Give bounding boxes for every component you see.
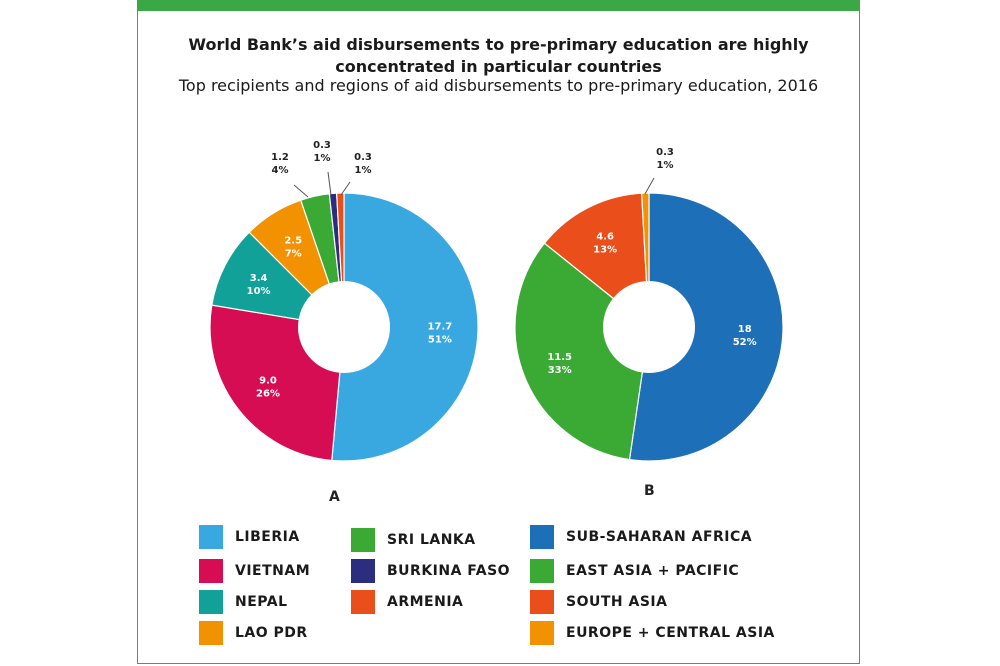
legend-swatch xyxy=(199,621,223,645)
legend-label: LIBERIA xyxy=(235,529,300,545)
chart-a-label: A xyxy=(329,489,340,505)
chart-title: World Bank’s aid disbursements to pre-pr… xyxy=(188,35,809,76)
legend-swatch xyxy=(530,621,554,645)
legend-item-south-asia: SOUTH ASIA xyxy=(530,590,667,614)
legend-swatch xyxy=(530,525,554,549)
legend-label: LAO PDR xyxy=(235,625,308,641)
legend-label: EAST ASIA + PACIFIC xyxy=(566,563,740,579)
legend-item-sub-saharan-africa: SUB-SAHARAN AFRICA xyxy=(530,525,752,549)
legend-item-europe-central-asia: EUROPE + CENTRAL ASIA xyxy=(530,621,775,645)
chart-subtitle: Top recipients and regions of aid disbur… xyxy=(178,76,819,95)
legend-swatch xyxy=(351,590,375,614)
legend-label: NEPAL xyxy=(235,594,288,610)
legend-item-east-asia-pacific: EAST ASIA + PACIFIC xyxy=(530,559,739,583)
figure-frame xyxy=(137,0,860,664)
legend-swatch xyxy=(199,559,223,583)
legend-item-nepal: NEPAL xyxy=(199,590,288,614)
legend-label: ARMENIA xyxy=(387,594,464,610)
legend-label: SRI LANKA xyxy=(387,532,476,548)
legend-swatch xyxy=(351,559,375,583)
legend-swatch xyxy=(530,590,554,614)
legend-label: EUROPE + CENTRAL ASIA xyxy=(566,625,775,641)
legend-swatch xyxy=(530,559,554,583)
legend-label: VIETNAM xyxy=(235,563,311,579)
top-accent-bar xyxy=(137,0,860,11)
legend-item-sri-lanka: SRI LANKA xyxy=(351,528,476,552)
chart-b-label: B xyxy=(644,483,655,499)
legend-label: SUB-SAHARAN AFRICA xyxy=(566,529,753,545)
legend-label: BURKINA FASO xyxy=(387,563,511,579)
legend-item-armenia: ARMENIA xyxy=(351,590,463,614)
legend-item-burkina-faso: BURKINA FASO xyxy=(351,559,510,583)
legend-swatch xyxy=(351,528,375,552)
legend-item-lao-pdr: LAO PDR xyxy=(199,621,308,645)
legend-item-liberia: LIBERIA xyxy=(199,525,300,549)
legend-label: SOUTH ASIA xyxy=(566,594,668,610)
legend-item-vietnam: VIETNAM xyxy=(199,559,310,583)
legend-swatch xyxy=(199,525,223,549)
legend-swatch xyxy=(199,590,223,614)
